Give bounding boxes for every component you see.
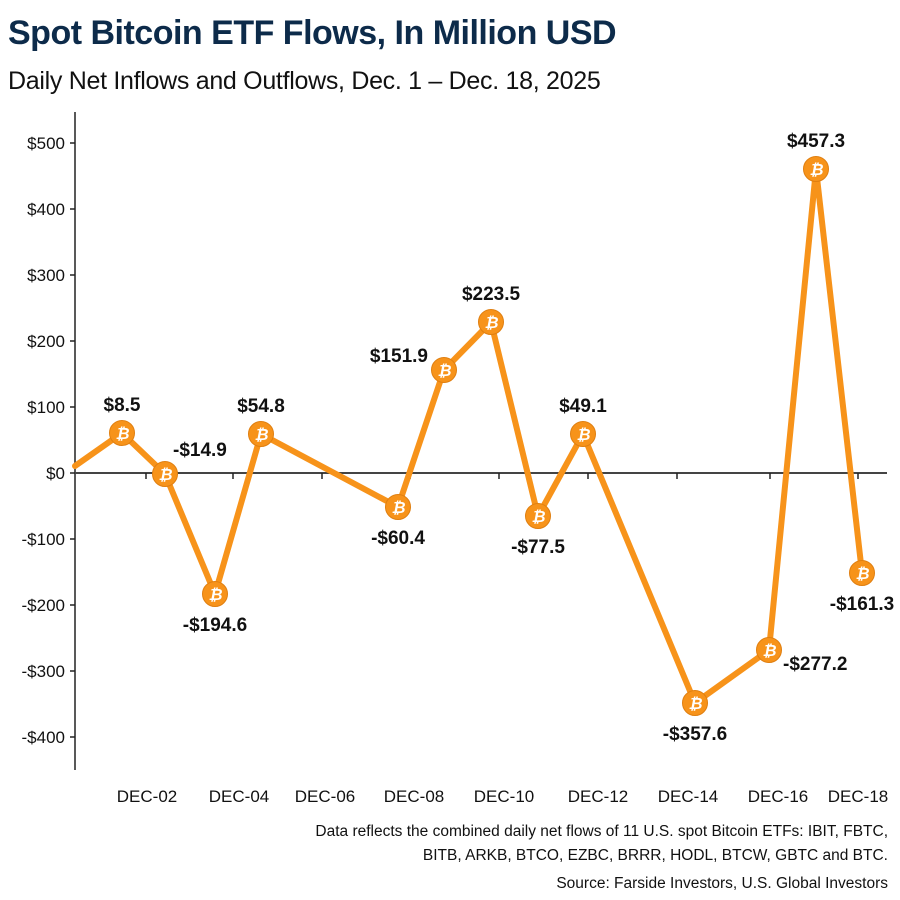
data-point-marker: ₿ <box>202 581 228 607</box>
x-tick-label: DEC-14 <box>658 787 718 806</box>
footnote-line-2: BITB, ARKB, BTCO, EZBC, BRRR, HODL, BTCW… <box>422 847 888 864</box>
marker-circle <box>525 503 551 529</box>
y-tick-label: $100 <box>27 398 65 417</box>
data-label: -$14.9 <box>173 440 227 461</box>
x-tick-label: DEC-08 <box>384 787 444 806</box>
data-point-marker: ₿ <box>570 421 596 447</box>
data-label: $8.5 <box>104 395 141 416</box>
x-tick-label: DEC-02 <box>117 787 177 806</box>
data-point-marker: ₿ <box>682 690 708 716</box>
bitcoin-icon: ₿ <box>688 694 702 713</box>
marker-circle <box>570 421 596 447</box>
bitcoin-icon: ₿ <box>576 425 590 444</box>
x-tick-label: DEC-04 <box>209 787 269 806</box>
data-point-marker: ₿ <box>248 421 274 447</box>
bitcoin-icon: ₿ <box>855 564 869 583</box>
y-tick-label: -$400 <box>22 728 65 747</box>
data-point-marker: ₿ <box>756 637 782 663</box>
data-label: -$161.3 <box>830 594 894 615</box>
bitcoin-icon: ₿ <box>158 465 172 484</box>
bitcoin-icon: ₿ <box>437 361 451 380</box>
data-label: -$277.2 <box>783 654 847 675</box>
data-label: $54.8 <box>237 396 285 417</box>
marker-circle <box>849 560 875 586</box>
data-label: -$194.6 <box>183 615 247 636</box>
y-tick-label: -$100 <box>22 530 65 549</box>
marker-circle <box>152 461 178 487</box>
marker-circle <box>478 309 504 335</box>
footnote-line-1: Data reflects the combined daily net flo… <box>315 823 888 840</box>
marker-circle <box>202 581 228 607</box>
bitcoin-icon: ₿ <box>254 425 268 444</box>
y-tick-label: $400 <box>27 200 65 219</box>
bitcoin-icon: ₿ <box>531 507 545 526</box>
bitcoin-icon: ₿ <box>484 313 498 332</box>
y-tick-label: $0 <box>46 464 65 483</box>
markers-group: ₿ ₿ ₿ ₿ ₿ ₿ ₿ ₿ ₿ ₿ ₿ ₿ ₿ <box>109 156 875 716</box>
y-tick-label: -$300 <box>22 662 65 681</box>
chart-title: Spot Bitcoin ETF Flows, In Million USD <box>8 14 617 52</box>
y-tick-label: $500 <box>27 134 65 153</box>
marker-circle <box>385 494 411 520</box>
data-point-marker: ₿ <box>849 560 875 586</box>
y-tick-label: $200 <box>27 332 65 351</box>
y-tick-label: -$200 <box>22 596 65 615</box>
chart-subtitle: Daily Net Inflows and Outflows, Dec. 1 –… <box>8 67 601 95</box>
bitcoin-icon: ₿ <box>391 498 405 517</box>
marker-circle <box>682 690 708 716</box>
marker-circle <box>803 156 829 182</box>
data-point-marker: ₿ <box>431 357 457 383</box>
data-point-marker: ₿ <box>525 503 551 529</box>
bitcoin-icon: ₿ <box>809 160 823 179</box>
series-line <box>72 166 865 706</box>
source-note: Source: Farside Investors, U.S. Global I… <box>556 875 888 892</box>
marker-circle <box>109 420 135 446</box>
x-tick-label: DEC-16 <box>748 787 808 806</box>
data-label: $151.9 <box>370 346 428 367</box>
x-tick-label: DEC-06 <box>295 787 355 806</box>
bitcoin-icon: ₿ <box>762 641 776 660</box>
bitcoin-icon: ₿ <box>208 585 222 604</box>
y-axis: $500 $400 $300 $200 $100 $0 -$100 -$200 -$300 -$4… <box>22 112 76 770</box>
marker-circle <box>756 637 782 663</box>
x-tick-label: DEC-18 <box>828 787 888 806</box>
data-point-marker: ₿ <box>803 156 829 182</box>
bitcoin-icon: ₿ <box>115 424 129 443</box>
data-label: -$60.4 <box>371 528 425 549</box>
marker-circle <box>431 357 457 383</box>
data-label: -$77.5 <box>511 537 565 558</box>
data-point-marker: ₿ <box>152 461 178 487</box>
marker-circle <box>248 421 274 447</box>
data-label: $457.3 <box>787 131 845 152</box>
data-label: -$357.6 <box>663 724 727 745</box>
x-tick-label: DEC-12 <box>568 787 628 806</box>
series-line-group <box>72 166 865 706</box>
x-tick-label: DEC-10 <box>474 787 534 806</box>
data-point-marker: ₿ <box>109 420 135 446</box>
data-point-marker: ₿ <box>478 309 504 335</box>
x-axis: DEC-02 DEC-04 DEC-06 DEC-08 DEC-10 DEC-12 DEC-… <box>75 472 888 806</box>
data-point-marker: ₿ <box>385 494 411 520</box>
y-tick-label: $300 <box>27 266 65 285</box>
data-labels-group: $8.5 -$14.9 -$194.6 $54.8 -$60.4 $151.9 $223.5… <box>104 131 895 745</box>
data-label: $223.5 <box>462 284 521 305</box>
data-label: $49.1 <box>559 396 607 417</box>
